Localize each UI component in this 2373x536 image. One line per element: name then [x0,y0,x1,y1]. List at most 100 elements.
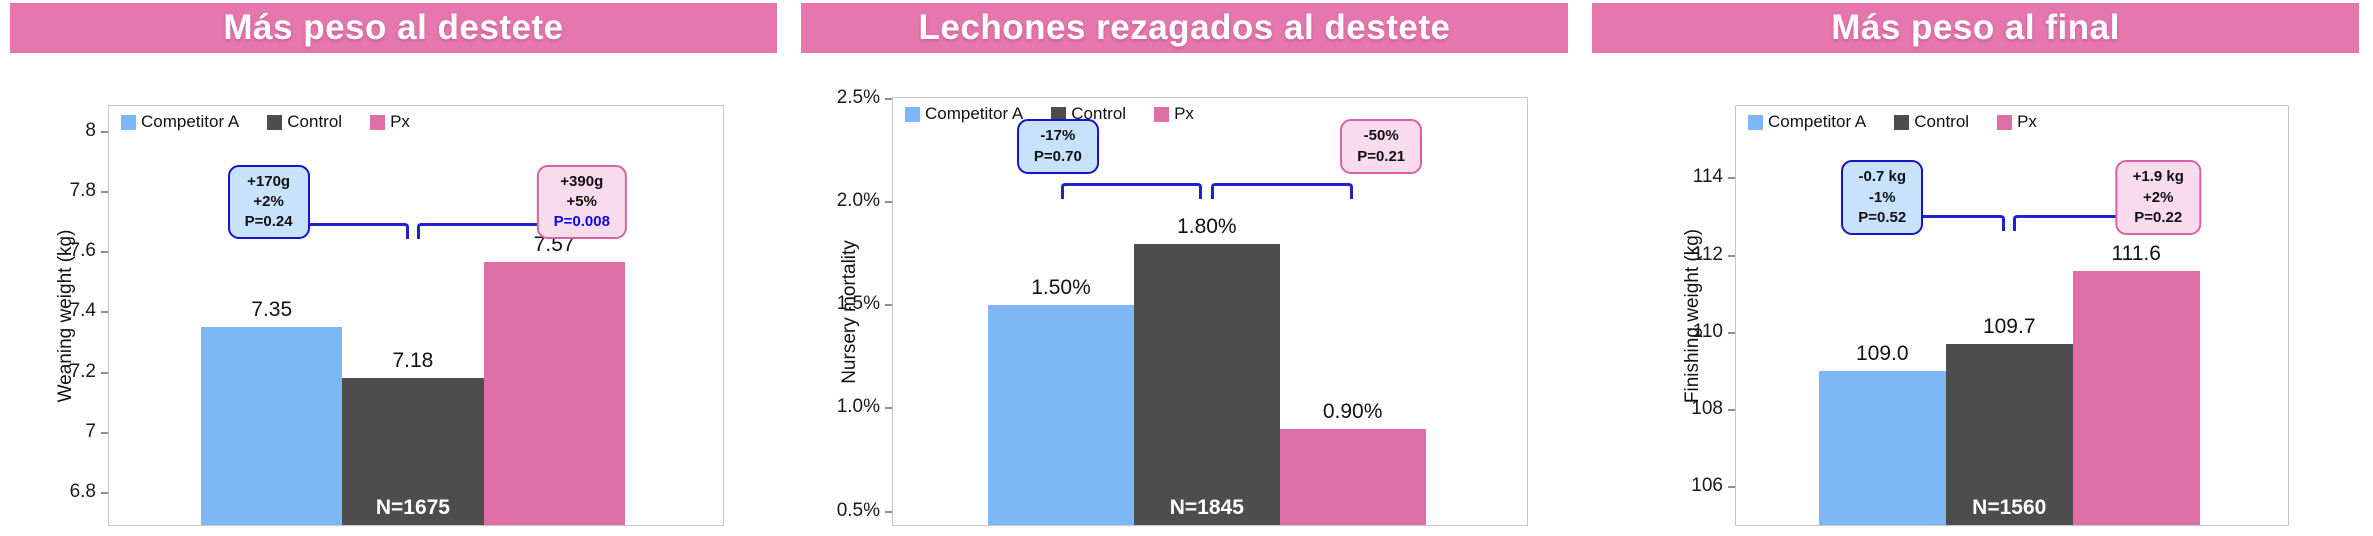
panel-nursery-mortality: Lechones rezagados al destete Competitor… [791,0,1582,536]
annotation-line: -50% [1363,127,1399,145]
y-tick-label: 7.2 [69,360,96,382]
y-tick-mark [885,407,892,410]
legend-label: Px [1174,104,1194,123]
chart-area-nursery-mortality: Competitor A Control Px 1.50% 1.80% 0.90% N=18… [791,0,1582,536]
bar-px [1279,428,1426,525]
p-value-line: P=0.70 [1033,147,1082,165]
legend-label: Control [1914,112,1970,131]
legend-swatch-icon [1051,106,1067,122]
legend-item-control: Control [1894,112,1969,132]
legend-item-px: Px [1997,112,2037,132]
legend-swatch-icon [1748,114,1763,130]
y-tick-label: 7 [85,420,96,442]
y-tick-mark [101,131,108,134]
legend-swatch-icon [1997,114,2013,130]
p-value-line: P=0.22 [2134,208,2183,226]
stat-annotation-pink: -50% P=0.21 [1340,119,1423,174]
bar-competitor-a [1818,371,1946,525]
legend-item-competitor-a: Competitor A [905,104,1023,124]
y-tick-mark [885,304,892,307]
legend-label: Px [390,112,410,131]
annotation-line: +2% [2143,188,2174,206]
stat-annotation-blue: -17% P=0.70 [1016,119,1099,174]
y-tick-label: 6.8 [69,480,96,502]
stat-annotation-blue: +170g +2% P=0.24 [227,164,310,240]
legend-item-px: Px [1154,104,1194,124]
y-tick-mark [101,371,108,374]
bar-value-label: 7.18 [392,349,434,373]
y-tick-label: 2.0% [836,190,880,212]
legend: Competitor A Control Px [121,112,410,132]
comparison-bracket-right [1211,183,1353,200]
y-tick-label: 108 [1691,398,1723,420]
annotation-line: -0.7 kg [1858,168,1907,186]
annotation-line: -17% [1040,127,1076,145]
legend-label: Competitor A [925,104,1024,123]
y-tick-mark [101,491,108,494]
y-tick-label: 1.0% [836,396,880,418]
p-value-line: P=0.008 [553,213,610,231]
stat-annotation-pink: +390g +5% P=0.008 [536,164,627,240]
bar-control [342,378,484,525]
y-axis-title: Weaning weight (kg) [55,229,76,402]
p-value-line: P=0.52 [1858,208,1907,226]
bar-value-label: 109.0 [1855,342,1909,366]
bar-competitor-a [988,305,1134,525]
y-tick-label: 7.6 [69,240,96,262]
p-value-line: P=0.21 [1357,147,1406,165]
annotation-line: +2% [253,192,284,210]
panel-title: Más peso al destete [223,8,564,47]
n-count-label: N=1560 [1972,496,2047,519]
n-count-label: N=1675 [375,496,450,519]
legend-swatch-icon [905,106,920,122]
y-tick-label: 114 [1692,166,1723,188]
legend-label: Control [1071,104,1127,123]
y-tick-mark [885,510,892,513]
bar-value-label: 109.7 [1982,315,2036,339]
y-tick-mark [1728,486,1735,489]
y-tick-label: 112 [1692,243,1723,265]
panel-title: Lechones rezagados al destete [918,8,1451,47]
annotation-line: +5% [566,192,597,210]
bar-value-label: 111.6 [2111,242,2161,266]
panel-header: Lechones rezagados al destete [801,3,1568,53]
plot-area: Competitor A Control Px 109.0 109.7 111.6 N=15… [1735,105,2289,526]
y-tick-mark [101,251,108,254]
bar-px [483,261,625,525]
stat-annotation-blue: -0.7 kg -1% P=0.52 [1841,160,1924,236]
chart-area-weaning-weight: Competitor A Control Px 7.35 7.18 7.57 N=1675 +… [0,0,791,536]
legend-label: Competitor A [141,112,240,131]
plot-area: Competitor A Control Px 7.35 7.18 7.57 N=1675 +… [108,105,724,526]
y-tick-label: 0.5% [836,499,880,521]
chart-area-finishing-weight: Competitor A Control Px 109.0 109.7 111.6 N=15… [1582,0,2373,536]
stat-annotation-pink: +1.9 kg +2% P=0.22 [2115,160,2201,236]
bar-value-label: 0.90% [1322,399,1383,423]
plot-area: Competitor A Control Px 1.50% 1.80% 0.90% N=18… [892,97,1528,526]
bar-value-label: 1.50% [1031,276,1091,300]
annotation-line: +170g [247,172,291,190]
bar-value-label: 1.80% [1177,214,1237,238]
panel-weaning-weight: Más peso al destete Competitor A Control P… [0,0,791,536]
y-tick-mark [101,191,108,194]
legend-item-competitor-a: Competitor A [1748,112,1866,132]
panel-finishing-weight: Más peso al final Competitor A Control Px 1… [1582,0,2373,536]
legend-item-control: Control [1051,104,1126,124]
y-tick-mark [1728,254,1735,257]
n-count-label: N=1845 [1169,496,1244,519]
y-tick-mark [1728,177,1735,180]
y-tick-mark [885,98,892,101]
y-tick-mark [1728,409,1735,412]
legend: Competitor A Control Px [905,104,1194,124]
legend-swatch-icon [267,114,283,130]
legend-item-px: Px [370,112,410,132]
bar-value-label: 7.35 [251,298,293,322]
legend-swatch-icon [1894,114,1910,130]
bar-control [1945,344,2073,525]
legend-item-control: Control [267,112,342,132]
y-tick-label: 1.5% [836,293,880,315]
panel-title: Más peso al final [1831,8,2120,47]
y-tick-mark [885,201,892,204]
legend-swatch-icon [121,114,136,130]
legend-swatch-icon [1154,106,1170,122]
legend-label: Control [287,112,343,131]
